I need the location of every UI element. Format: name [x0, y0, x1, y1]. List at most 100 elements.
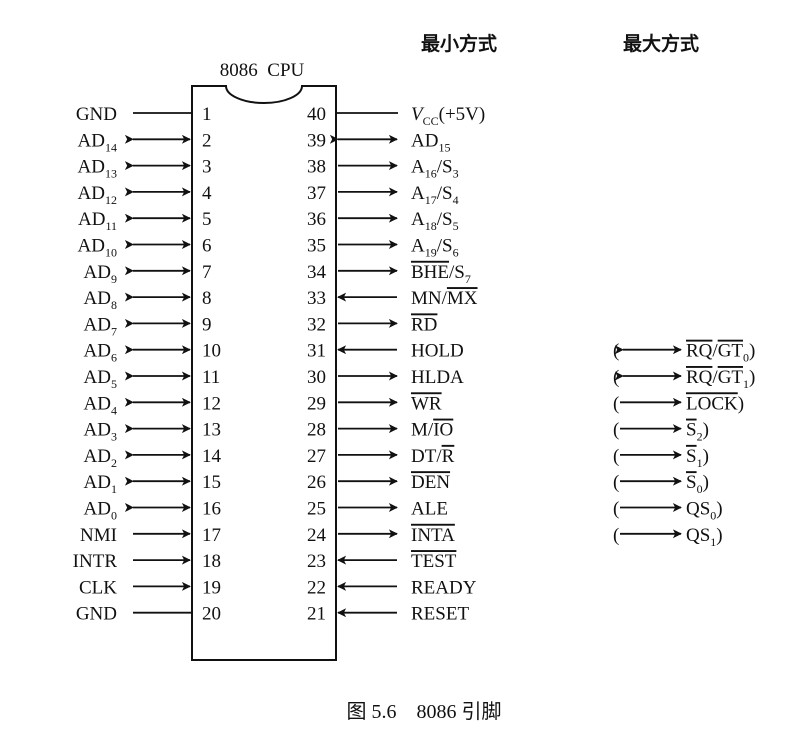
- max-mode-label-part: S: [686, 420, 697, 441]
- chip-title: 8086 CPU: [220, 60, 305, 81]
- pin-label: INTR: [73, 551, 118, 572]
- pin-label-part: INTR: [73, 551, 118, 572]
- pin-label-part: AD: [84, 472, 111, 493]
- pin-label: AD1​: [84, 472, 117, 496]
- pin-label: RESET: [411, 604, 469, 625]
- max-mode-close-paren: ): [703, 446, 709, 467]
- max-mode-label: RQ/GT1​): [686, 367, 755, 391]
- pin-label: A16​/S3​: [411, 157, 459, 181]
- max-mode-label: S2​): [686, 420, 709, 444]
- pin-label-part: BHE: [411, 262, 449, 283]
- pin-number: 13: [202, 420, 221, 441]
- pin-number: 32: [307, 314, 326, 335]
- pin-label: HOLD: [411, 341, 464, 362]
- pin-number: 25: [307, 499, 326, 520]
- pin-number: 2: [202, 130, 212, 151]
- max-mode-open-paren: (: [613, 367, 619, 388]
- pin-number: 31: [307, 341, 326, 362]
- pin-label-part: RD: [411, 314, 437, 335]
- pin-label-part: A: [411, 183, 425, 204]
- pin-label-part: AD: [84, 393, 111, 414]
- pin-label: DEN: [411, 472, 450, 493]
- max-mode-open-paren: (: [613, 446, 619, 467]
- pin-label-part: AD: [84, 314, 111, 335]
- pin-label-part: 5: [111, 377, 117, 391]
- pin-label-part: 18: [425, 219, 437, 233]
- pin-label-part: 1: [111, 482, 117, 496]
- pin-label: AD15​: [411, 130, 450, 154]
- pins-layer: GND1AD14​2AD13​3AD12​4AD11​5AD10​6AD9​7A…: [73, 104, 756, 625]
- pin-label-part: IO: [433, 420, 453, 441]
- max-mode-label-part: 2: [697, 430, 703, 444]
- pin-number: 15: [202, 472, 221, 493]
- pin-label-part: 5: [453, 219, 459, 233]
- pin-label: A17​/S4​: [411, 183, 459, 207]
- pin-number: 40: [307, 104, 326, 125]
- pin-label: BHE/S7​: [411, 262, 471, 286]
- pin-label-part: 7: [111, 324, 117, 338]
- max-mode-close-paren: ): [703, 472, 709, 493]
- pin-number: 22: [307, 577, 326, 598]
- pin-label-part: AD: [78, 209, 105, 230]
- pin-label: AD9​: [84, 262, 117, 286]
- pin-label: VCC​(+5V): [411, 104, 485, 128]
- max-mode-open-paren: (: [613, 393, 619, 414]
- pin-label: AD13​: [78, 157, 117, 181]
- pin-label-part: CC: [423, 114, 439, 128]
- max-mode-label-part: 1: [697, 456, 703, 470]
- pin-number: 38: [307, 157, 326, 178]
- pin-number: 8: [202, 288, 212, 309]
- pin-number: 16: [202, 499, 221, 520]
- pin-label: AD12​: [78, 183, 117, 207]
- pin-label-part: DEN: [411, 472, 450, 493]
- max-mode-label: QS0​): [686, 499, 723, 523]
- pin-number: 7: [202, 262, 212, 283]
- pin-label-part: READY: [411, 577, 477, 598]
- min-mode-header: 最小方式: [421, 32, 497, 55]
- max-mode-header: 最大方式: [623, 32, 699, 55]
- pin-number: 30: [307, 367, 326, 388]
- pin-label: AD7​: [84, 314, 117, 338]
- pin-label-part: NMI: [80, 525, 117, 546]
- pin-label-part: 6: [111, 351, 117, 365]
- max-mode-label-part: GT: [718, 367, 744, 388]
- pin-label-part: 16: [425, 167, 437, 181]
- pin-label: AD14​: [78, 130, 117, 154]
- pin-label-part: 13: [105, 167, 117, 181]
- pin-label-part: /S: [437, 236, 453, 257]
- pin-number: 3: [202, 157, 212, 178]
- pin-label-part: /S: [437, 157, 453, 178]
- pin-number: 9: [202, 314, 212, 335]
- max-mode-label: S0​): [686, 472, 709, 496]
- pin-label: NMI: [80, 525, 117, 546]
- pin-number: 6: [202, 236, 212, 257]
- pin-label: TEST: [411, 551, 457, 572]
- pin-label: AD4​: [84, 393, 117, 417]
- pin-label-part: TEST: [411, 551, 457, 572]
- pin-label-part: 15: [438, 140, 450, 154]
- pin-label-part: DT/: [411, 446, 442, 467]
- max-mode-label-part: GT: [718, 341, 744, 362]
- max-mode-label-part: QS: [686, 499, 710, 520]
- pin-label-part: 8: [111, 298, 117, 312]
- max-mode-close-paren: ): [749, 341, 755, 362]
- max-mode-label-part: 1: [743, 377, 749, 391]
- pin-number: 4: [202, 183, 212, 204]
- pin-label: DT/R: [411, 446, 455, 467]
- pin-label: AD3​: [84, 420, 117, 444]
- max-mode-open-paren: (: [613, 525, 619, 546]
- pin-label-part: ALE: [411, 499, 448, 520]
- max-mode-open-paren: (: [613, 499, 619, 520]
- pin-label: AD2​: [84, 446, 117, 470]
- pin-number: 1: [202, 104, 212, 125]
- max-mode-label-part: QS: [686, 525, 710, 546]
- pin-label-part: MX: [447, 288, 478, 309]
- pin-label-part: AD: [78, 157, 105, 178]
- max-mode-label: S1​): [686, 446, 709, 470]
- pin-label-part: MN/: [411, 288, 448, 309]
- max-mode-label-part: 1: [710, 535, 716, 549]
- max-mode-label-part: S: [686, 472, 697, 493]
- max-mode-label-part: S: [686, 446, 697, 467]
